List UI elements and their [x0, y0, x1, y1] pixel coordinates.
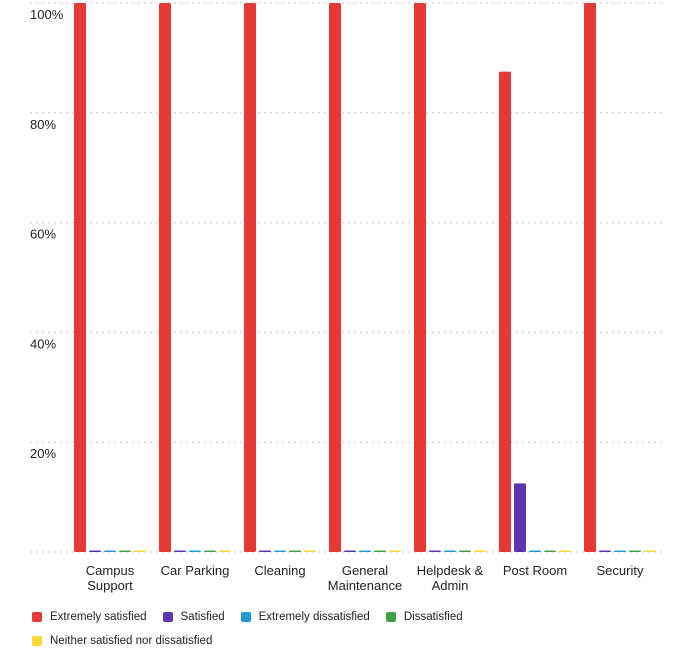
legend-item[interactable]: Extremely dissatisfied — [240, 606, 370, 628]
bar[interactable] — [559, 550, 571, 553]
legend-label: Dissatisfied — [403, 611, 463, 623]
bar[interactable] — [104, 550, 116, 553]
bar[interactable] — [474, 550, 486, 553]
bar[interactable] — [74, 3, 86, 552]
bar[interactable] — [289, 550, 301, 553]
bar[interactable] — [514, 483, 526, 552]
bar[interactable] — [429, 550, 441, 553]
category-label: Maintenance — [328, 578, 402, 593]
y-tick-label: 60% — [30, 227, 56, 242]
bar[interactable] — [359, 550, 371, 553]
bar[interactable] — [304, 550, 316, 553]
legend-item[interactable]: Satisfied — [162, 606, 225, 628]
bar[interactable] — [499, 71, 511, 552]
legend-label: Satisfied — [180, 611, 225, 623]
bar[interactable] — [644, 550, 656, 553]
legend-item[interactable]: Extremely satisfied — [32, 606, 147, 628]
legend-swatch — [385, 612, 396, 622]
legend-label: Extremely satisfied — [50, 611, 147, 623]
bar[interactable] — [414, 3, 426, 552]
bar[interactable] — [89, 550, 101, 553]
bar[interactable] — [544, 550, 556, 553]
bar[interactable] — [459, 550, 471, 553]
bar[interactable] — [259, 550, 271, 553]
bar[interactable] — [159, 3, 171, 552]
bar[interactable] — [189, 550, 201, 553]
bar[interactable] — [389, 550, 401, 553]
bar[interactable] — [529, 550, 541, 553]
y-tick-label: 20% — [30, 446, 56, 461]
category-label: Post Room — [503, 563, 567, 578]
category-label: Helpdesk & — [417, 563, 484, 578]
category-label: Car Parking — [161, 563, 230, 578]
legend-label: Extremely dissatisfied — [258, 611, 370, 623]
legend: Extremely satisfied Satisfied Extremely di… — [32, 606, 672, 654]
legend-swatch — [162, 612, 173, 622]
legend-item[interactable]: Neither satisfied nor dissatisfied — [32, 630, 212, 652]
bar[interactable] — [244, 3, 256, 552]
bar[interactable] — [329, 3, 341, 552]
legend-item[interactable]: Dissatisfied — [385, 606, 463, 628]
legend-swatch — [240, 612, 251, 622]
legend-swatch — [32, 636, 42, 646]
bar[interactable] — [219, 550, 231, 553]
category-label: General — [342, 563, 388, 578]
y-tick-label: 80% — [30, 117, 56, 132]
legend-swatch — [32, 612, 42, 622]
bar[interactable] — [204, 550, 216, 553]
bar[interactable] — [134, 550, 146, 553]
bar[interactable] — [599, 550, 611, 553]
category-label: Security — [597, 563, 644, 578]
y-tick-label: 100% — [30, 7, 64, 22]
category-label: Support — [87, 578, 133, 593]
category-label: Cleaning — [254, 563, 305, 578]
bar[interactable] — [119, 550, 131, 553]
bar[interactable] — [614, 550, 626, 553]
bar[interactable] — [344, 550, 356, 553]
category-label: Admin — [432, 578, 469, 593]
bar[interactable] — [444, 550, 456, 553]
bar[interactable] — [374, 550, 386, 553]
bar[interactable] — [584, 3, 596, 552]
bar[interactable] — [274, 550, 286, 553]
y-tick-label: 40% — [30, 336, 56, 351]
bar[interactable] — [629, 550, 641, 553]
category-label: Campus — [86, 563, 135, 578]
legend-label: Neither satisfied nor dissatisfied — [50, 635, 213, 647]
bar[interactable] — [174, 550, 186, 553]
